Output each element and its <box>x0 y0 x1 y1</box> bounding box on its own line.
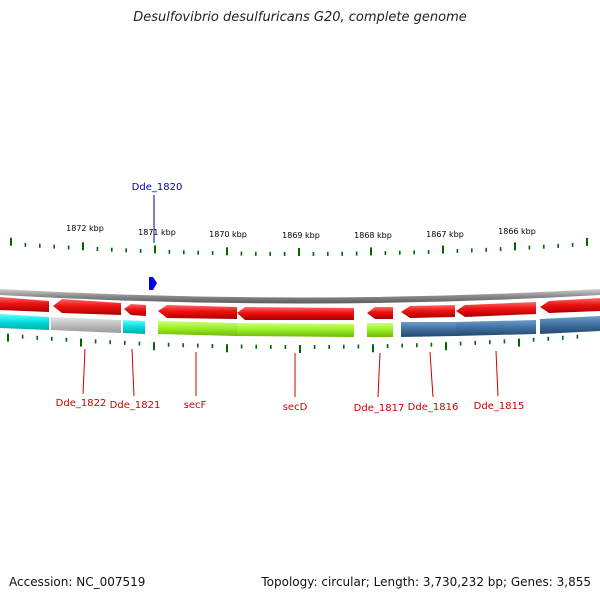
dde-1822-leader <box>82 348 86 395</box>
ruler-label: 1868 kbp <box>354 231 392 240</box>
feature-leaders <box>82 348 499 398</box>
cog-segment-green[interactable] <box>237 323 354 337</box>
dde-1820-label[interactable]: Dde_1820 <box>132 182 183 193</box>
ruler-label: 1871 kbp <box>138 228 176 237</box>
feature-label-dde-1815[interactable]: Dde_1815 <box>474 401 525 412</box>
gene-dde-1816[interactable] <box>401 305 455 318</box>
cog-track <box>0 314 600 337</box>
gene-track <box>0 297 600 320</box>
genome-backbone <box>0 289 600 304</box>
gene-dde-1821[interactable] <box>124 304 146 316</box>
feature-label-dde-1822[interactable]: Dde_1822 <box>56 398 107 409</box>
ruler-label: 1869 kbp <box>282 231 320 240</box>
dde-1817-leader <box>377 352 381 398</box>
ruler-label: 1867 kbp <box>426 230 464 239</box>
cog-segment-blue[interactable] <box>456 320 536 336</box>
cog-segment-gray[interactable] <box>51 317 121 333</box>
genome-title: Desulfovibrio desulfuricans G20, complet… <box>133 10 467 25</box>
gene-dde-1815[interactable] <box>456 302 536 317</box>
ruler-label: 1870 kbp <box>209 230 247 239</box>
ruler-label: 1872 kbp <box>66 224 104 233</box>
cog-segment-cyan[interactable] <box>0 314 49 330</box>
gene-dde-1823[interactable] <box>0 297 49 312</box>
ruler-outer-ticks <box>10 237 588 256</box>
gene-dde-1817[interactable] <box>367 307 393 319</box>
gene-dde-1822[interactable] <box>53 299 121 315</box>
cog-segment-blue[interactable] <box>401 322 456 337</box>
feature-label-dde-1817[interactable]: Dde_1817 <box>354 403 405 414</box>
gene-secf[interactable] <box>158 305 237 319</box>
cog-segment-cyan[interactable] <box>123 320 145 334</box>
cog-segment-green[interactable] <box>158 321 237 336</box>
feature-label-dde-1816[interactable]: Dde_1816 <box>408 402 459 413</box>
genome-summary: Topology: circular; Length: 3,730,232 bp… <box>261 575 591 589</box>
ruler-inner-ticks <box>7 333 579 353</box>
dde-1820-gene-arrow[interactable] <box>149 277 157 290</box>
cog-segment-blue[interactable] <box>540 316 600 334</box>
dde-1815-leader <box>495 350 499 397</box>
accession-text: Accession: NC_007519 <box>9 575 146 589</box>
feature-label-secf[interactable]: secF <box>184 400 207 411</box>
feature-label-secd[interactable]: secD <box>283 402 308 413</box>
gene-dde-1814[interactable] <box>540 298 600 313</box>
cog-segment-green[interactable] <box>367 323 393 337</box>
gene-secd[interactable] <box>237 307 354 320</box>
feature-label-dde-1821[interactable]: Dde_1821 <box>110 400 161 411</box>
dde-1821-leader <box>131 348 135 397</box>
ruler-label: 1866 kbp <box>498 227 536 236</box>
dde-1816-leader <box>429 351 434 398</box>
